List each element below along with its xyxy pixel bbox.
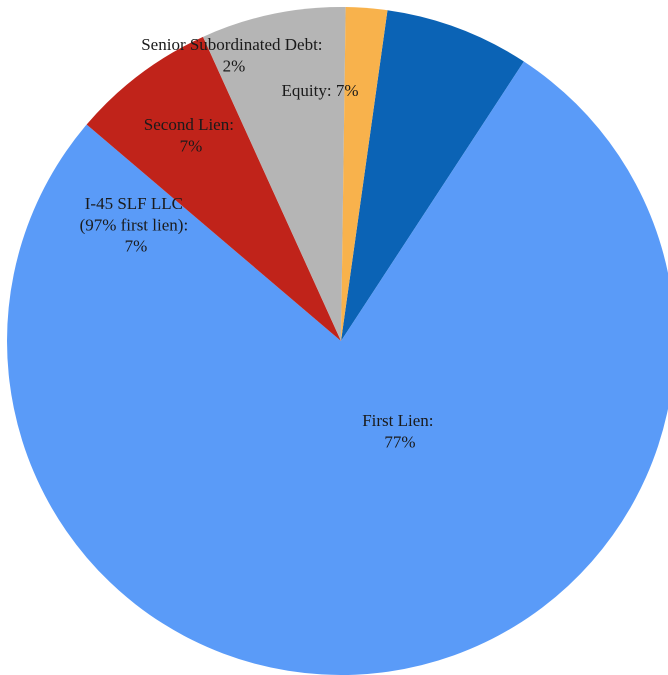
slice-label-second-lien: Second Lien: 7%	[144, 115, 238, 155]
slice-label-equity: Equity: 7%	[282, 81, 359, 100]
pie-slice-second-lien	[203, 6, 346, 342]
labels-layer: Equity: 7% First Lien: 77% I-45 SLF LLC …	[80, 35, 438, 451]
slice-label-i45-slf: I-45 SLF LLC (97% first lien): 7%	[80, 194, 193, 256]
slice-label-senior-subordinated-debt: Senior Subordinated Debt: 2%	[141, 35, 327, 75]
slice-label-first-lien: First Lien: 77%	[362, 411, 438, 451]
pie-slice-first-lien	[7, 61, 668, 675]
pie-slice-senior-subordinated-debt	[341, 7, 388, 342]
pie-slice-equity-7	[341, 10, 524, 341]
pie-slice-i-45-slf-llc	[86, 36, 342, 341]
slices-layer	[7, 6, 668, 675]
